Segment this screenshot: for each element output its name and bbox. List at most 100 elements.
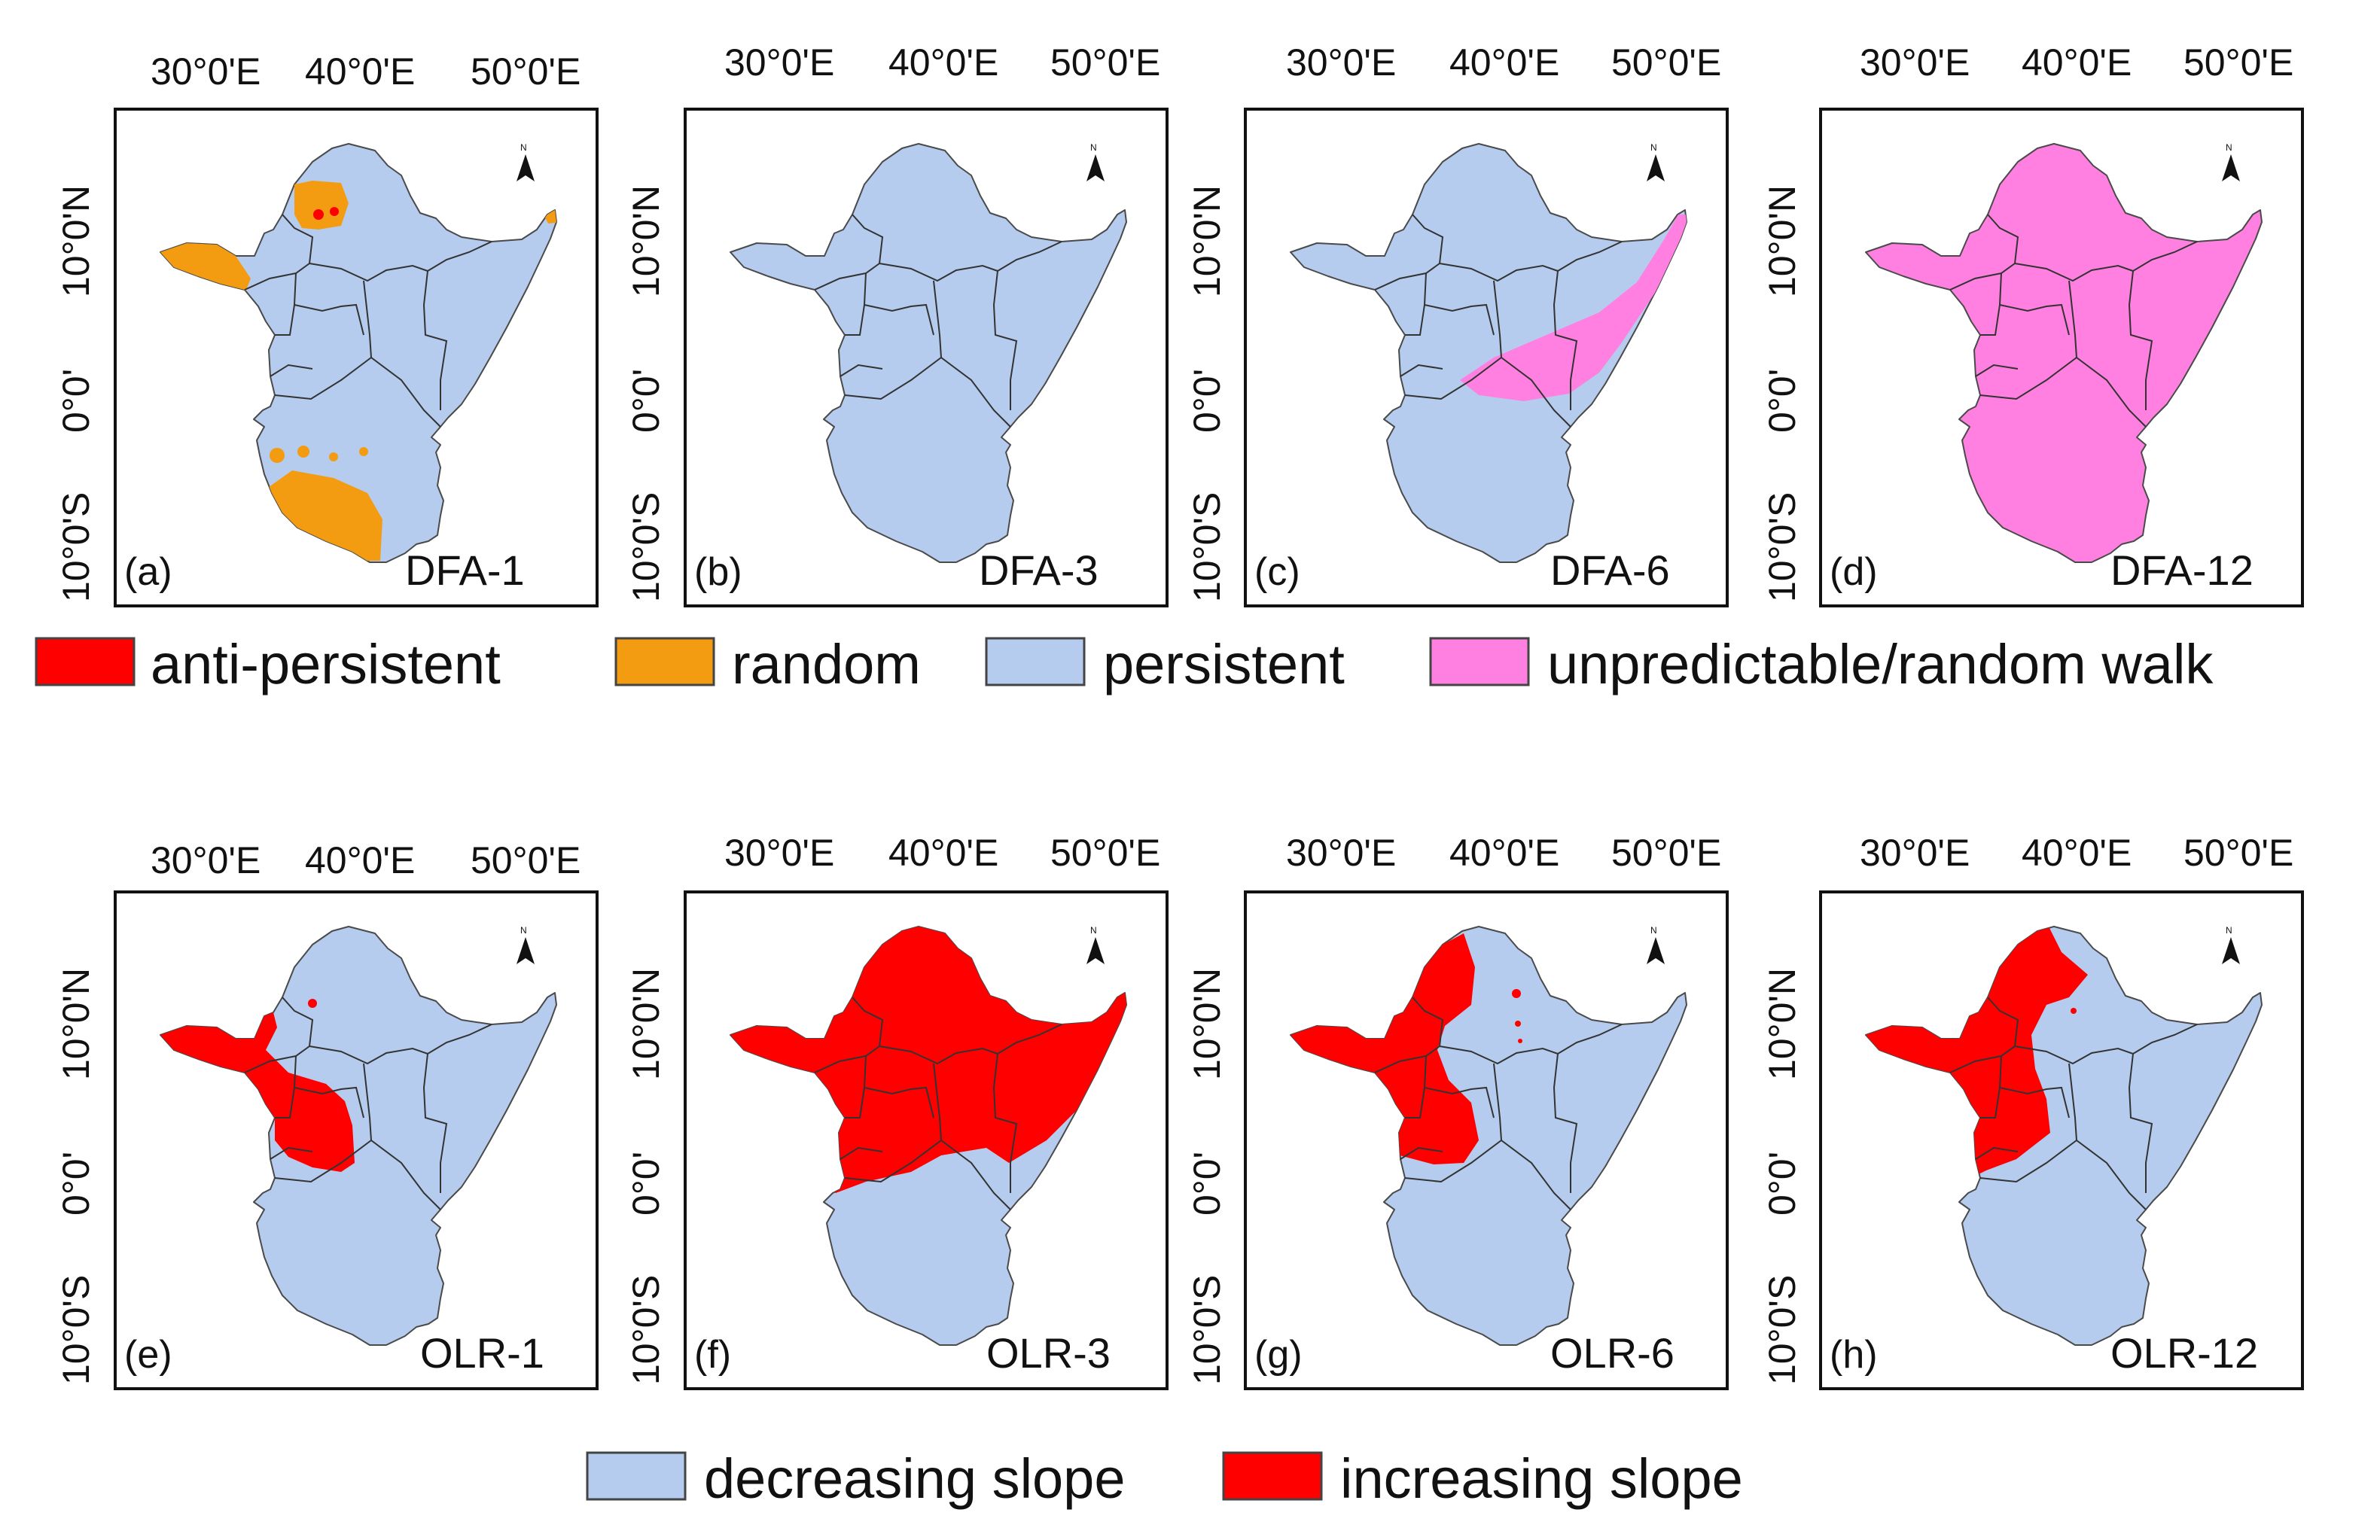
panel-title: OLR-6: [1550, 1329, 1675, 1377]
lon-tick: 40°0'E: [305, 50, 415, 93]
lat-tick: 0°0': [1761, 369, 1803, 433]
lat-tick: 10°0'S: [1761, 1275, 1803, 1385]
lat-tick: 0°0': [1761, 1152, 1803, 1216]
lon-tick: 40°0'E: [2022, 832, 2132, 874]
lat-tick: 10°0'S: [1186, 492, 1228, 602]
panel-f: N (f) OLR-3: [684, 890, 1169, 1390]
top-axis-labels-row2: 30°0'E 40°0'E 50°0'E 30°0'E 40°0'E 50°0'…: [151, 832, 2293, 881]
panel-title: DFA-3: [979, 546, 1099, 594]
lat-tick: 10°0'S: [55, 1275, 97, 1385]
lon-tick: 30°0'E: [1860, 832, 1970, 874]
north-label: N: [1090, 925, 1097, 936]
panel-title: DFA-12: [2110, 546, 2254, 594]
legend-swatch-decreasing-slope: [586, 1451, 687, 1501]
lat-tick: 0°0': [55, 1152, 97, 1216]
panel-letter: (f): [694, 1333, 731, 1377]
lon-tick: 30°0'E: [724, 832, 834, 874]
lat-tick: 10°0'S: [625, 1275, 667, 1385]
legend-label-anti-persistent: anti-persistent: [151, 633, 501, 695]
north-label: N: [1650, 925, 1657, 936]
legend-label-increasing-slope: increasing slope: [1340, 1447, 1743, 1510]
panel-d: N (d) DFA-12: [1819, 108, 2304, 607]
north-label: N: [1090, 142, 1097, 153]
legend-label-unpredictable: unpredictable/random walk: [1547, 633, 2214, 695]
panel-letter: (d): [1830, 550, 1878, 594]
north-label: N: [2226, 142, 2232, 153]
panel-letter: (a): [124, 550, 172, 594]
lon-tick: 50°0'E: [1611, 832, 1721, 874]
north-label: N: [520, 925, 527, 936]
legend-swatch-persistent: [985, 637, 1086, 686]
lon-tick: 30°0'E: [1286, 832, 1396, 874]
lat-tick: 10°0'N: [55, 185, 97, 297]
lat-tick: 0°0': [1186, 1152, 1228, 1216]
random-region-north: [294, 181, 349, 230]
top-axis-labels-row1: 30°0'E 40°0'E 50°0'E 30°0'E 40°0'E 50°0'…: [151, 41, 2293, 93]
legend-swatch-random: [614, 637, 715, 686]
lon-tick: 30°0'E: [1860, 41, 1970, 84]
north-label: N: [520, 142, 527, 153]
random-dot: [329, 452, 338, 461]
random-region-west: [160, 243, 251, 297]
lat-tick: 10°0'N: [1761, 968, 1803, 1080]
increasing-slope-dot: [1515, 1021, 1521, 1027]
increasing-slope-dot: [2071, 1008, 2077, 1014]
anti-persistent-dot: [313, 209, 324, 220]
panel-title: OLR-3: [986, 1329, 1111, 1377]
lon-tick: 40°0'E: [888, 41, 998, 84]
increasing-slope-dot: [1518, 1039, 1522, 1043]
panel-g: N (g) OLR-6: [1244, 890, 1729, 1390]
panel-title: OLR-1: [420, 1329, 544, 1377]
unpredictable-region: [1460, 215, 1687, 401]
legend-label-random: random: [732, 633, 921, 695]
panel-b: N (b) DFA-3: [684, 108, 1169, 607]
legend-bottom: decreasing slope increasing slope: [586, 1447, 1743, 1510]
panel-letter: (g): [1254, 1333, 1303, 1377]
panel-a: N (a) DFA-1: [114, 108, 599, 607]
panel-title: DFA-6: [1550, 546, 1670, 594]
panel-letter: (c): [1254, 550, 1300, 594]
lon-tick: 50°0'E: [1050, 832, 1160, 874]
panel-letter: (b): [694, 550, 742, 594]
lon-tick: 30°0'E: [724, 41, 834, 84]
lon-tick: 50°0'E: [2183, 41, 2293, 84]
lat-tick: 10°0'S: [55, 492, 97, 602]
lon-tick: 30°0'E: [1286, 41, 1396, 84]
lon-tick: 50°0'E: [1050, 41, 1160, 84]
random-dot: [359, 447, 368, 456]
lat-tick: 10°0'N: [1186, 185, 1228, 297]
increasing-slope-region: [1866, 927, 2088, 1185]
increasing-slope-region: [1291, 933, 1479, 1164]
panel-c: N (c) DFA-6: [1244, 108, 1729, 607]
lon-tick: 50°0'E: [471, 839, 581, 881]
increasing-slope-region: [160, 1012, 355, 1172]
lat-tick: 10°0'N: [1761, 185, 1803, 297]
lat-tick: 10°0'N: [625, 968, 667, 1080]
lat-tick: 10°0'S: [625, 492, 667, 602]
lon-tick: 40°0'E: [2022, 41, 2132, 84]
lon-tick: 50°0'E: [2183, 832, 2293, 874]
lon-tick: 40°0'E: [1449, 41, 1559, 84]
lat-tick: 10°0'N: [1186, 968, 1228, 1080]
legend-top: anti-persistent random persistent unpred…: [35, 633, 2214, 695]
lat-tick: 0°0': [1186, 369, 1228, 433]
north-label: N: [1650, 142, 1657, 153]
panel-letter: (h): [1830, 1333, 1878, 1377]
panel-h: N (h) OLR-12: [1819, 890, 2304, 1390]
lon-tick: 40°0'E: [1449, 832, 1559, 874]
lon-tick: 50°0'E: [1611, 41, 1721, 84]
lat-tick: 0°0': [625, 1152, 667, 1216]
lat-tick: 10°0'N: [55, 968, 97, 1080]
lat-tick: 10°0'S: [1186, 1275, 1228, 1385]
left-axis-labels-row2: 10°0'N 0°0' 10°0'S 10°0'N 0°0' 10°0'S 10…: [55, 968, 1803, 1385]
anti-persistent-dot: [330, 207, 339, 216]
left-axis-labels-row1: 10°0'N 0°0' 10°0'S 10°0'N 0°0' 10°0'S 10…: [55, 185, 1803, 602]
increasing-slope-dot: [1512, 989, 1521, 998]
panel-title: DFA-1: [405, 546, 525, 594]
legend-swatch-increasing-slope: [1222, 1451, 1323, 1501]
lat-tick: 0°0': [55, 369, 97, 433]
panel-e: N (e) OLR-1: [114, 890, 599, 1390]
lat-tick: 10°0'N: [625, 185, 667, 297]
lat-tick: 10°0'S: [1761, 492, 1803, 602]
